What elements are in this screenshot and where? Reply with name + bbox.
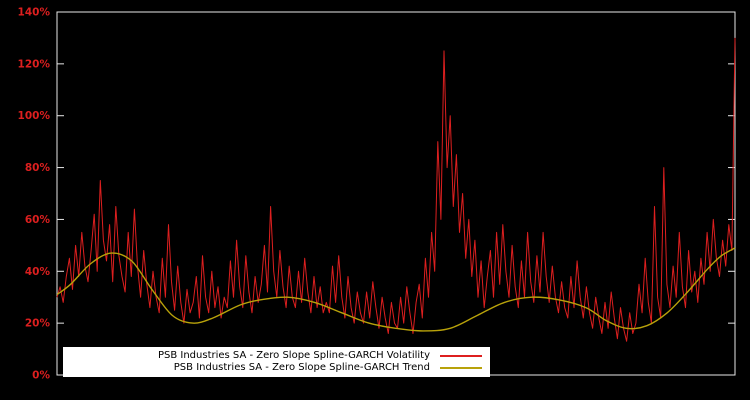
y-axis-tick-label: 0% xyxy=(32,370,50,382)
legend: PSB Industries SA - Zero Slope Spline-GA… xyxy=(63,347,490,377)
legend-label-trend: PSB Industries SA - Zero Slope Spline-GA… xyxy=(173,362,430,373)
trend-line xyxy=(56,247,736,332)
legend-label-volatility: PSB Industries SA - Zero Slope Spline-GA… xyxy=(157,350,430,361)
y-axis-tick-label: 60% xyxy=(25,214,51,226)
legend-row-volatility: PSB Industries SA - Zero Slope Spline-GA… xyxy=(71,350,482,361)
y-axis-tick-label: 100% xyxy=(18,110,51,122)
plot-frame xyxy=(56,11,736,376)
legend-row-trend: PSB Industries SA - Zero Slope Spline-GA… xyxy=(71,362,482,373)
y-axis-tick-label: 140% xyxy=(18,7,51,19)
y-axis-tick-label: 80% xyxy=(25,162,51,174)
volatility-line xyxy=(56,37,736,342)
trend-line-sample xyxy=(440,366,482,369)
y-axis-tick-label: 20% xyxy=(25,318,51,330)
volatility-line-sample xyxy=(440,354,482,357)
y-axis-tick-label: 40% xyxy=(25,266,51,278)
y-axis-tick-label: 120% xyxy=(18,58,51,70)
